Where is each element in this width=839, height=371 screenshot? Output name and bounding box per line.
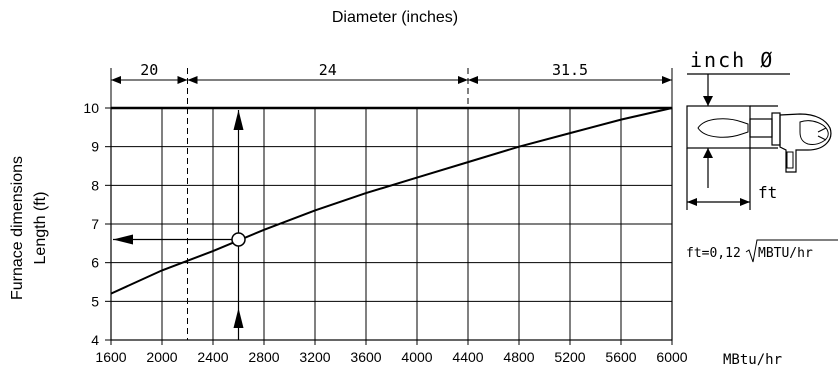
inset-ft-arrow-right-icon: [740, 198, 750, 206]
arrowhead-left-icon: [111, 76, 121, 84]
inset-arrow-up-icon: [703, 148, 713, 158]
inset-burner-neck: [749, 118, 773, 138]
x-tick-label: 5200: [554, 349, 585, 365]
tick-labels: 4 5 6 7 8 9 10 1600 2000 2400 2800 3200 3600 4000 4400…: [83, 100, 687, 365]
capacity-curve: [110, 107, 673, 295]
inset-formula-prefix: ft=0,12: [686, 246, 741, 261]
inset-burner-panel: [786, 151, 794, 169]
y-axis-label-line2: Length (ft): [32, 192, 49, 265]
inset-burner-flange: [771, 112, 781, 146]
x-tick-label: 2000: [146, 349, 177, 365]
y-axis-label-line1: Furnace dimensions: [9, 156, 26, 300]
arrow-left-icon: [113, 234, 133, 245]
x-tick-label: 4400: [452, 349, 483, 365]
y-tick-label: 6: [91, 255, 99, 271]
inset-formula-radicand: MBTU/hr: [758, 246, 813, 261]
example-reading: [113, 110, 246, 340]
arrow-up-icon: [233, 110, 244, 130]
inset-flame-icon: [697, 118, 749, 138]
inset-ft-arrow-left-icon: [687, 198, 697, 206]
diameter-ranges: 20 24 31.5: [110, 61, 673, 340]
inset-burner-motor: [799, 120, 829, 145]
x-tick-label: 2400: [197, 349, 228, 365]
arrowhead-left-icon: [468, 76, 478, 84]
range-label: 31.5: [552, 61, 588, 79]
x-tick-label: 3600: [350, 349, 381, 365]
arrowhead-right-icon: [458, 76, 468, 84]
chart-title: Diameter (inches): [332, 9, 458, 26]
range-label: 20: [140, 61, 158, 79]
y-tick-label: 10: [83, 100, 99, 116]
y-tick-label: 7: [91, 216, 99, 232]
inset-title: inch Ø: [690, 48, 774, 72]
x-tick-label: 5600: [605, 349, 636, 365]
x-tick-label: 6000: [656, 349, 687, 365]
inset-burner-detail: [817, 127, 827, 141]
x-tick-label: 3200: [299, 349, 330, 365]
inset-ft-label: ft: [758, 183, 777, 202]
sqrt-sign-icon: [745, 239, 838, 263]
inset-arrow-down-icon: [703, 96, 713, 106]
inset-burner-body: [779, 113, 832, 173]
series-group: [110, 107, 673, 295]
grid: [110, 106, 673, 341]
y-tick-label: 5: [91, 293, 99, 309]
x-tick-label: 4800: [503, 349, 534, 365]
y-tick-label: 8: [91, 177, 99, 193]
x-unit-label: MBtu/hr: [723, 352, 782, 368]
x-tick-label: 1600: [95, 349, 126, 365]
range-label: 24: [319, 61, 337, 79]
burner-inset: inch Ø ft ft=0,12 MBTU/hr: [686, 48, 838, 263]
x-tick-label: 2800: [248, 349, 279, 365]
y-tick-label: 9: [91, 139, 99, 155]
arrow-up-icon: [233, 308, 244, 328]
arrowhead-right-icon: [662, 76, 672, 84]
y-tick-label: 4: [91, 332, 99, 348]
inset-furnace-outline: [686, 105, 751, 149]
arrowhead-right-icon: [177, 76, 188, 84]
arrowhead-left-icon: [187, 76, 198, 84]
x-tick-label: 4000: [401, 349, 432, 365]
example-point: [231, 232, 246, 247]
